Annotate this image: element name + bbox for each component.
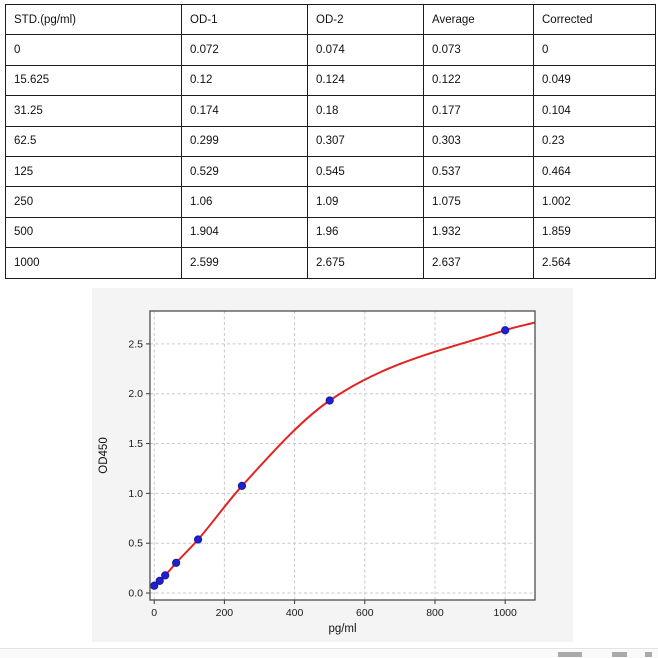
table-cell: 2.564 bbox=[533, 247, 656, 279]
table-cell: 1000 bbox=[5, 247, 182, 279]
table-cell: 1.09 bbox=[307, 186, 424, 218]
table-cell: 1.904 bbox=[181, 216, 308, 249]
table-cell: 0.299 bbox=[181, 125, 308, 157]
table-cell: 0.464 bbox=[533, 155, 656, 188]
data-point bbox=[501, 326, 510, 335]
y-tick-label: 1.5 bbox=[128, 438, 143, 450]
table-cell: 2.637 bbox=[423, 247, 534, 279]
x-axis-label: pg/ml bbox=[328, 623, 356, 635]
table-header-row: STD.(pg/ml) OD-1 OD-2 Average Corrected bbox=[5, 3, 656, 36]
y-tick-label: 1.0 bbox=[128, 488, 143, 500]
plot-border bbox=[149, 310, 536, 601]
plot-area bbox=[150, 311, 535, 600]
table-cell: 0 bbox=[533, 34, 656, 66]
x-tick-label: 0 bbox=[151, 607, 157, 619]
x-tick-label: 1000 bbox=[493, 607, 517, 619]
data-point bbox=[325, 396, 334, 405]
table-row: 0 0.072 0.074 0.073 0 bbox=[5, 34, 656, 66]
table-cell: 1.002 bbox=[533, 186, 656, 218]
y-tick-label: 2.0 bbox=[128, 388, 143, 400]
table-row: 62.5 0.299 0.307 0.303 0.23 bbox=[5, 125, 656, 157]
table-cell: 0.074 bbox=[307, 34, 424, 66]
table-cell: 0.124 bbox=[307, 64, 424, 97]
data-point bbox=[161, 571, 170, 580]
table-row: 1000 2.599 2.675 2.637 2.564 bbox=[5, 247, 656, 279]
y-tick-label: 2.5 bbox=[128, 338, 143, 350]
table-cell: 0.049 bbox=[533, 64, 656, 97]
column-header: STD.(pg/ml) bbox=[5, 3, 182, 36]
column-header: Corrected bbox=[533, 3, 656, 36]
table-cell: 0.12 bbox=[181, 64, 308, 97]
y-tick-label: 0.5 bbox=[128, 538, 143, 550]
column-header: Average bbox=[423, 3, 534, 36]
x-tick-label: 600 bbox=[356, 607, 374, 619]
table-cell: 0.303 bbox=[423, 125, 534, 157]
table-cell: 31.25 bbox=[5, 95, 182, 127]
table-cell: 0.307 bbox=[307, 125, 424, 157]
table-cell: 1.859 bbox=[533, 216, 656, 249]
table-cell: 0.073 bbox=[423, 34, 534, 66]
footer-strip bbox=[0, 649, 658, 658]
table-cell: 0 bbox=[5, 34, 182, 66]
column-header: OD-2 bbox=[307, 3, 424, 36]
footer-divider bbox=[0, 648, 658, 649]
table-row: 15.625 0.12 0.124 0.122 0.049 bbox=[5, 64, 656, 97]
standard-curve-figure: 0 200 400 600 800 1000 0.0 0.5 1.0 1.5 2.0 2.5 pg/ml… bbox=[92, 288, 573, 642]
table-cell: 1.075 bbox=[423, 186, 534, 218]
standards-table: STD.(pg/ml) OD-1 OD-2 Average Corrected 0 0.07… bbox=[5, 3, 656, 279]
table-cell: 0.174 bbox=[181, 95, 308, 127]
clipped-text-fragment bbox=[612, 652, 627, 657]
data-point bbox=[237, 481, 247, 490]
y-tick-label: 0.0 bbox=[128, 588, 143, 600]
table-cell: 0.529 bbox=[181, 155, 308, 188]
table-cell: 0.23 bbox=[533, 125, 656, 157]
table-cell: 1.932 bbox=[423, 216, 534, 249]
clipped-text-fragment bbox=[645, 652, 652, 657]
table-cell: 0.545 bbox=[307, 155, 424, 188]
table-cell: 2.675 bbox=[307, 247, 424, 279]
table-cell: 0.072 bbox=[181, 34, 308, 66]
data-point bbox=[172, 558, 181, 567]
data-point bbox=[193, 535, 203, 544]
x-tick-label: 200 bbox=[216, 607, 234, 619]
table-row: 31.25 0.174 0.18 0.177 0.104 bbox=[5, 95, 656, 127]
table-row: 500 1.904 1.96 1.932 1.859 bbox=[5, 216, 656, 249]
column-header: OD-1 bbox=[181, 3, 308, 36]
y-axis-label: OD450 bbox=[98, 437, 110, 473]
table-row: 250 1.06 1.09 1.075 1.002 bbox=[5, 186, 656, 218]
table-cell: 15.625 bbox=[5, 64, 182, 97]
table-cell: 0.177 bbox=[423, 95, 534, 127]
x-tick-label: 400 bbox=[286, 607, 304, 619]
table-cell: 1.96 bbox=[307, 216, 424, 249]
table-cell: 1.06 bbox=[181, 186, 308, 218]
table-row: 125 0.529 0.545 0.537 0.464 bbox=[5, 155, 656, 188]
table-cell: 0.122 bbox=[423, 64, 534, 97]
table-cell: 125 bbox=[5, 155, 182, 188]
table-cell: 500 bbox=[5, 216, 182, 249]
x-tick-label: 800 bbox=[426, 607, 444, 619]
clipped-text-fragment bbox=[558, 652, 582, 657]
data-point bbox=[155, 576, 164, 585]
table-cell: 250 bbox=[5, 186, 182, 218]
table-cell: 0.18 bbox=[307, 95, 424, 127]
standard-curve-svg: 0 200 400 600 800 1000 0.0 0.5 1.0 1.5 2.0 2.5 pg/ml… bbox=[98, 310, 536, 635]
table-cell: 2.599 bbox=[181, 247, 308, 279]
table-cell: 62.5 bbox=[5, 125, 182, 157]
table-cell: 0.537 bbox=[423, 155, 534, 188]
table-cell: 0.104 bbox=[533, 95, 656, 127]
